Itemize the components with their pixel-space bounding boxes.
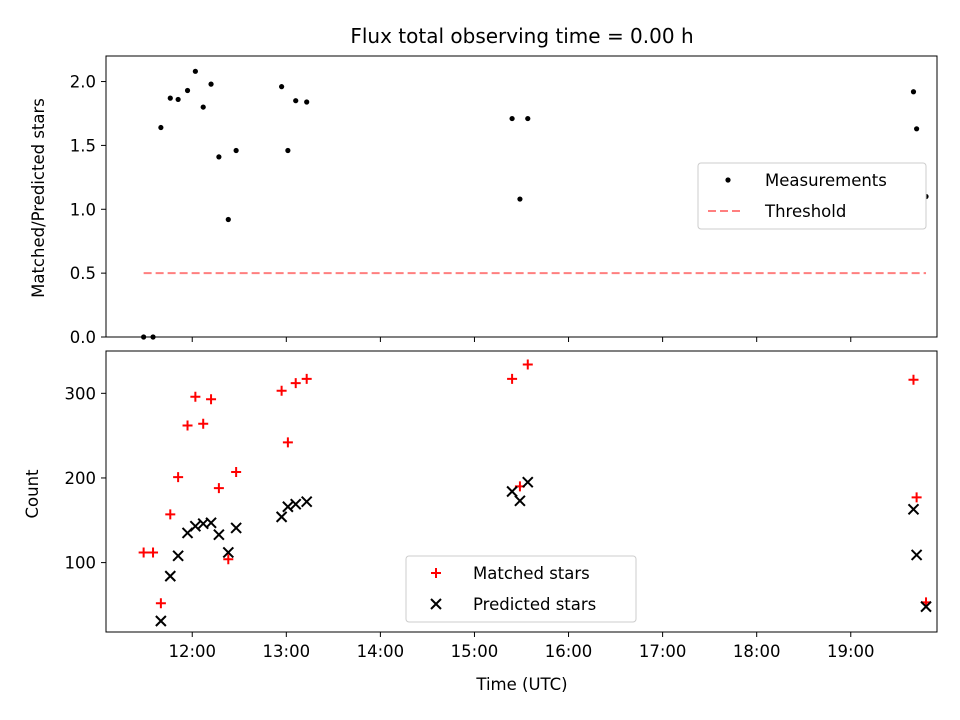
bottom-series-predicted-stars <box>155 476 932 627</box>
bottom-xlabel: Time (UTC) <box>475 675 567 694</box>
measurement-point <box>158 124 164 131</box>
bottom-ylabel: Count <box>23 469 42 519</box>
bottom-series-matched-stars <box>138 359 932 609</box>
matched-star-point <box>138 547 149 558</box>
predicted-star-point <box>506 485 518 498</box>
measurement-point <box>208 81 214 87</box>
matched-star-point <box>908 374 919 385</box>
predicted-star-point <box>222 546 235 559</box>
top-ytick-label: 1.0 <box>70 200 96 219</box>
predicted-star-point <box>164 570 176 582</box>
measurement-point <box>279 84 285 90</box>
matched-star-point <box>911 492 922 503</box>
measurement-point <box>216 154 222 160</box>
bottom-ytick-label: 300 <box>65 384 97 403</box>
bottom-legend-swatch <box>430 598 442 610</box>
bottom-legend-swatch <box>431 568 441 578</box>
predicted-star-point <box>522 476 534 488</box>
top-ytick-label: 2.0 <box>70 73 96 92</box>
matched-star-point <box>231 467 242 478</box>
matched-star-point <box>173 472 184 483</box>
bottom-xtick-label: 13:00 <box>263 642 311 661</box>
matched-star-point <box>190 391 201 402</box>
measurement-point <box>910 89 917 95</box>
predicted-star-point <box>910 549 923 561</box>
matched-star-point <box>213 483 224 494</box>
top-legend-swatch <box>725 177 731 183</box>
measurement-point <box>525 115 531 122</box>
matched-star-point <box>206 394 217 405</box>
bottom-xtick-label: 14:00 <box>357 642 405 661</box>
predicted-star-point <box>290 498 302 510</box>
bottom-ytick-label: 200 <box>65 469 97 488</box>
top-axes-frame <box>105 55 938 338</box>
predicted-star-point <box>920 600 932 613</box>
measurement-point <box>192 68 198 74</box>
matched-star-point <box>276 385 287 396</box>
bottom-xtick-label: 19:00 <box>827 642 875 661</box>
bottom-ytick-label: 100 <box>65 554 97 573</box>
matched-star-point <box>148 547 159 558</box>
bottom-legend <box>405 555 637 623</box>
top-ylabel: Matched/Predicted stars <box>29 98 48 298</box>
top-legend <box>697 162 927 230</box>
bottom-xtick-label: 17:00 <box>639 642 687 661</box>
bottom-xtick-label: 15:00 <box>451 642 499 661</box>
bottom-xtick-label: 16:00 <box>545 642 593 661</box>
matched-star-point <box>282 437 293 448</box>
top-chart-title: Flux total observing time = 0.00 h <box>350 24 693 48</box>
predicted-star-point <box>155 615 167 627</box>
top-ytick-label: 0.5 <box>70 264 96 283</box>
measurement-point <box>285 147 291 154</box>
predicted-star-point <box>189 520 202 532</box>
matched-star-point <box>155 598 166 609</box>
top-panel: 0.0 0.5 1.0 1.5 2.0 Measurements Threshold <box>70 55 938 347</box>
predicted-star-point <box>172 550 184 562</box>
top-ytick-label: 1.5 <box>70 136 96 155</box>
predicted-star-point <box>230 522 242 534</box>
matched-star-point <box>522 359 533 370</box>
bottom-panel: 100 200 300 12:00 13:00 14:00 15:00 16:00 17:00 1… <box>65 350 938 661</box>
bottom-legend-label: Matched stars <box>473 564 590 583</box>
measurement-point <box>167 95 173 101</box>
bottom-xtick-label: 12:00 <box>168 642 216 661</box>
measurement-point <box>175 96 181 103</box>
predicted-star-point <box>205 517 217 529</box>
measurement-point <box>233 147 239 154</box>
top-legend-label: Measurements <box>765 171 887 190</box>
matched-star-point <box>301 373 312 384</box>
bottom-axes-frame <box>105 350 938 633</box>
predicted-star-point <box>300 495 313 508</box>
measurement-point <box>141 334 147 340</box>
top-legend-label: Threshold <box>764 202 846 221</box>
measurement-point <box>509 115 515 122</box>
matched-star-point <box>223 554 234 565</box>
top-ytick-label: 0.0 <box>70 328 96 347</box>
bottom-legend-label: Predicted stars <box>473 595 596 614</box>
measurement-point <box>225 216 231 223</box>
matched-star-point <box>198 418 209 429</box>
measurement-point <box>914 126 920 132</box>
predicted-star-point <box>275 511 288 523</box>
predicted-star-point <box>514 495 526 507</box>
predicted-star-point <box>282 501 294 513</box>
matched-star-point <box>290 378 301 389</box>
measurement-point <box>150 334 156 340</box>
predicted-star-point <box>213 528 225 541</box>
predicted-star-point <box>907 503 920 515</box>
measurement-point <box>293 98 299 104</box>
matched-star-point <box>507 373 518 384</box>
matched-star-point <box>182 420 193 431</box>
measurement-point <box>517 196 523 202</box>
top-series-measurements <box>141 68 929 340</box>
measurement-point <box>200 104 206 110</box>
matched-star-point <box>165 509 176 520</box>
measurement-point <box>304 99 310 105</box>
measurement-point <box>184 87 191 94</box>
bottom-xtick-label: 18:00 <box>733 642 781 661</box>
